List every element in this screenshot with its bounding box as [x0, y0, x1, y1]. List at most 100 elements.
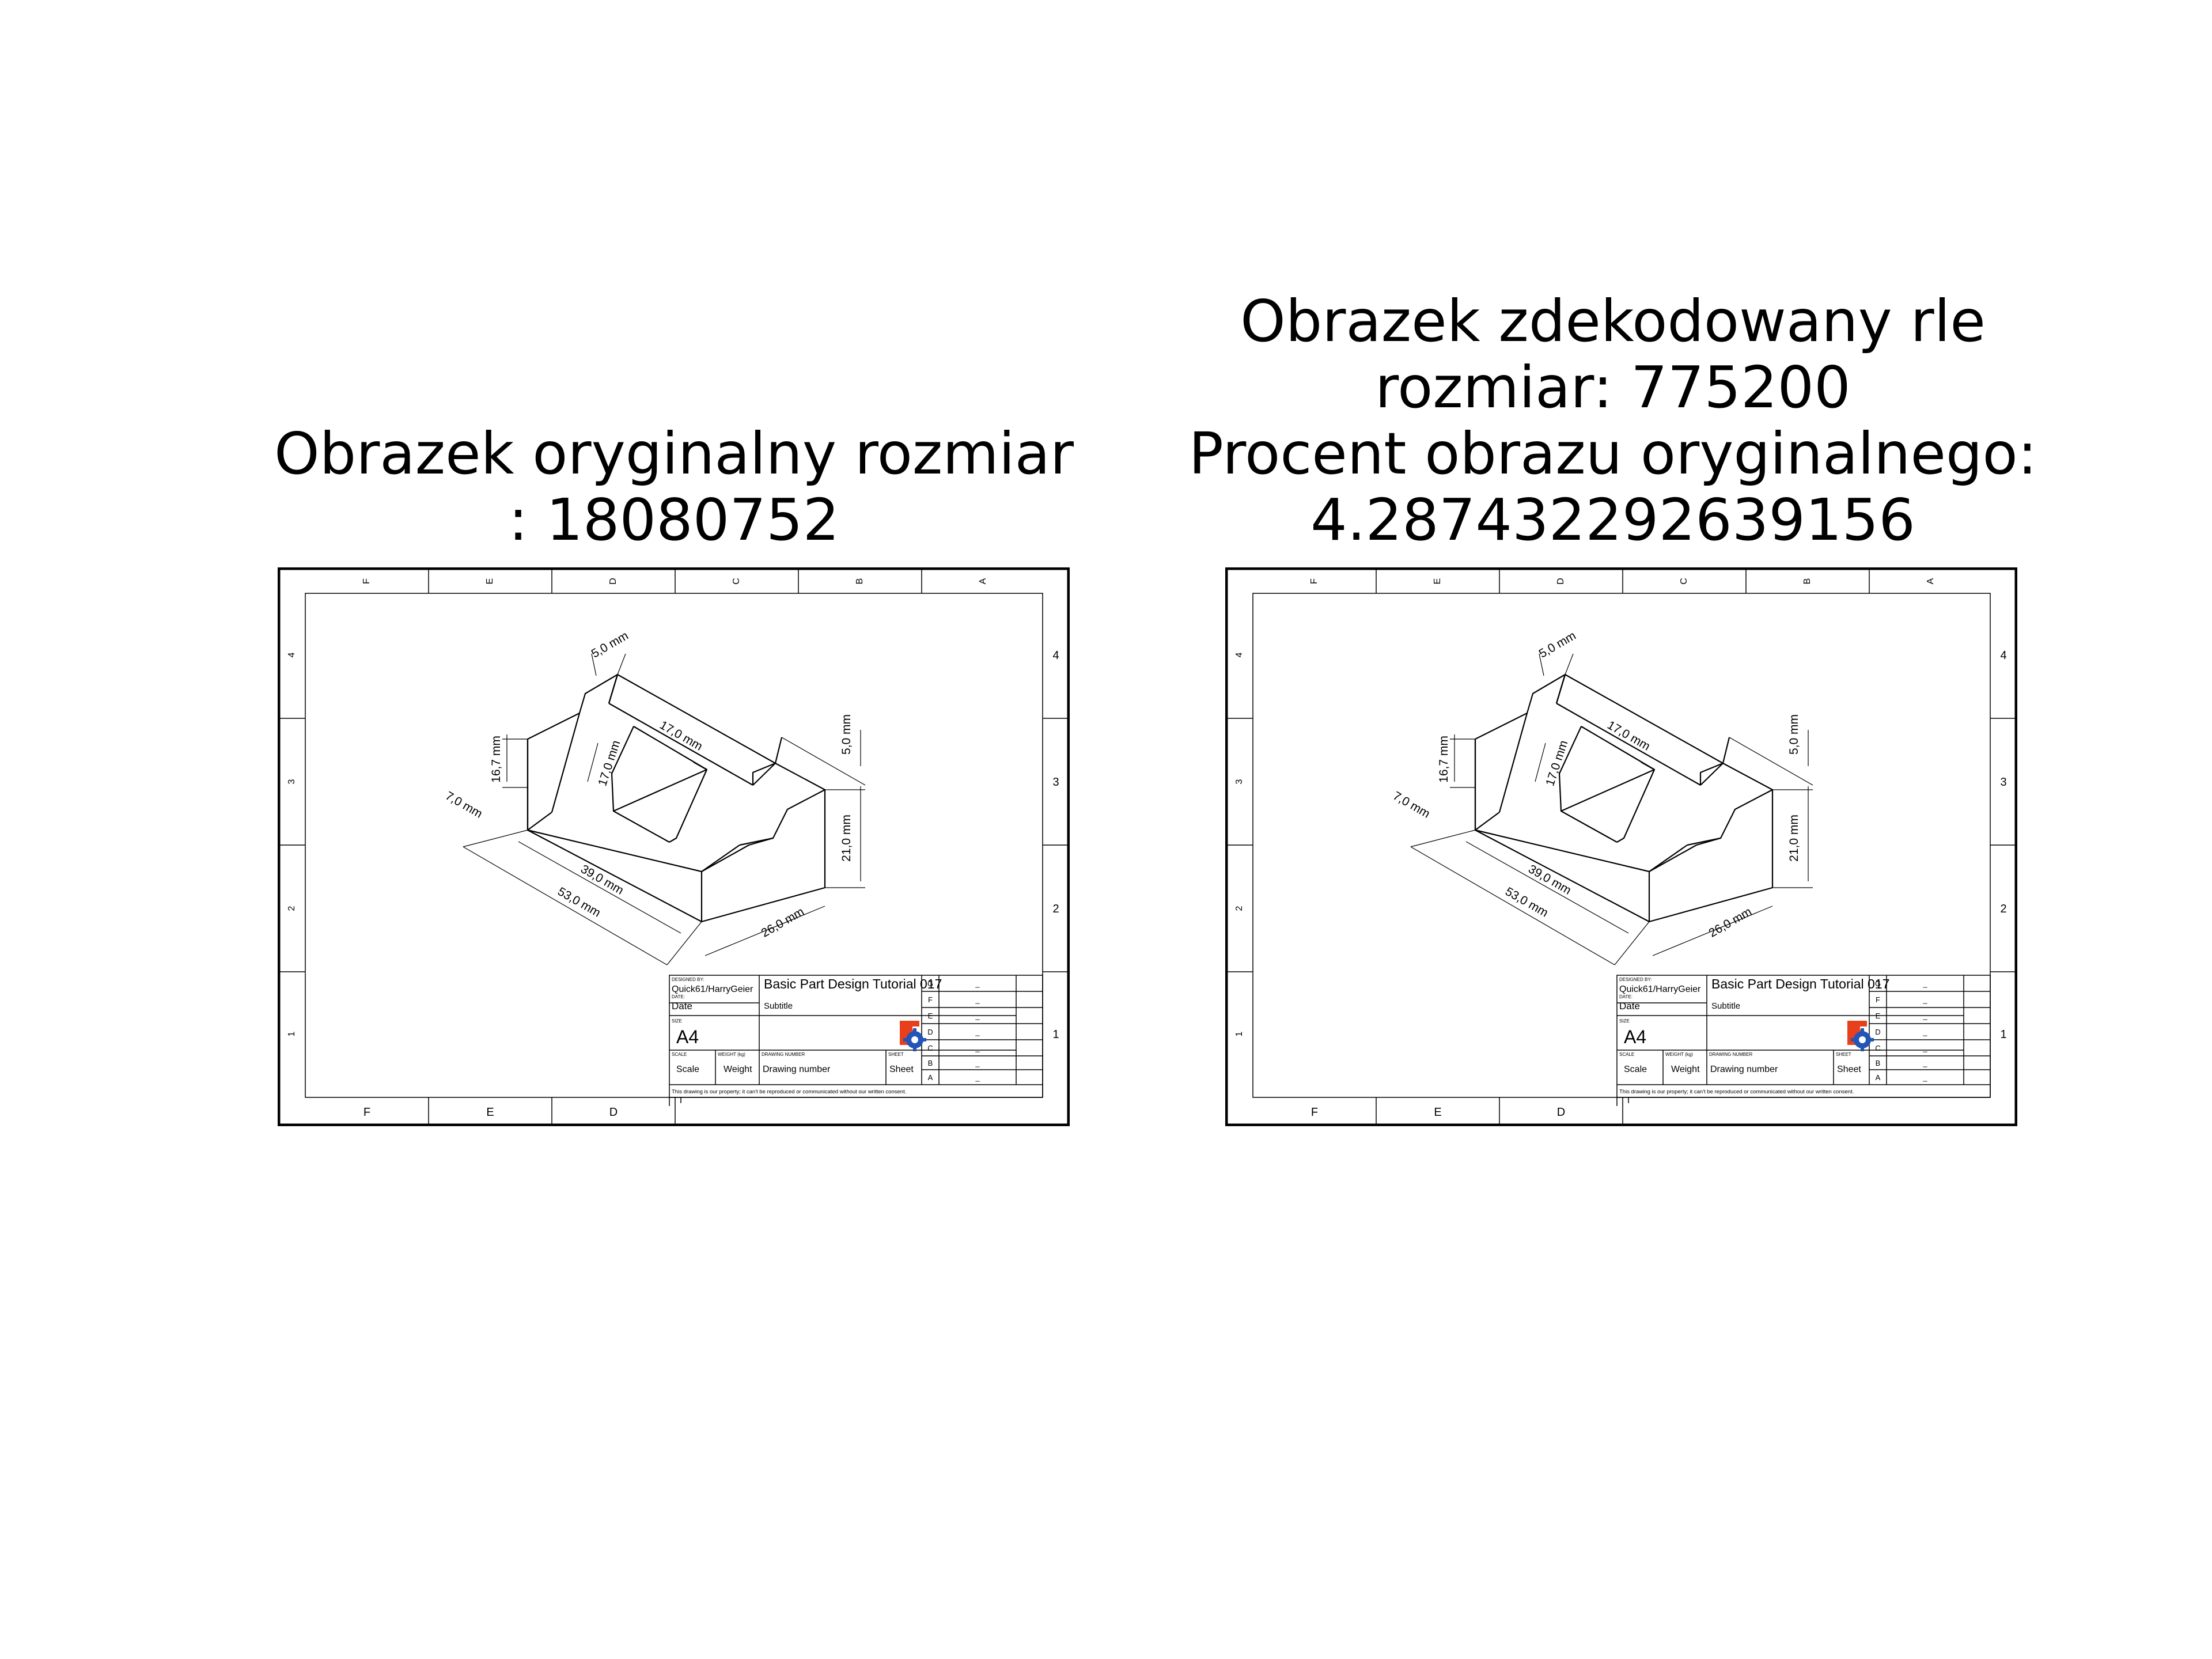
left-title-line-2: : 18080752	[508, 486, 840, 554]
right-title-line-1: Obrazek zdekodowany rle	[1240, 287, 1986, 355]
left-row-labels: 4 3 2 1	[1234, 652, 1244, 1036]
freecad-logo-icon	[900, 1021, 926, 1051]
col-label-f-bottom: F	[363, 1106, 370, 1119]
rev-mark-a: _	[975, 1073, 980, 1082]
size-label: SIZE	[672, 1018, 682, 1024]
right-title-line-2: rozmiar: 775200	[1375, 354, 1851, 421]
decoded-drawing-sheet: F E D C B A F E D 4 3 2 1 4 3 2 1	[1225, 567, 2017, 1126]
dim-21: 21,0 mm	[840, 815, 853, 862]
rev-letter-a: A	[928, 1073, 933, 1082]
drawing-number-value: Drawing number	[763, 1065, 831, 1074]
title-value: Basic Part Design Tutorial 017	[1711, 976, 1889, 991]
col-label-d-top: D	[608, 578, 618, 585]
original-drawing-sheet: F E D C B A F E D 4 3 2 1 4 3 2 1	[278, 567, 1070, 1126]
row-label-4-left: 4	[287, 652, 297, 657]
col-label-e-top: E	[1433, 578, 1442, 585]
rev-mark-f: _	[975, 995, 980, 1004]
col-label-a-top: A	[1926, 578, 1936, 584]
left-panel-title: Obrazek oryginalny rozmiar : 18080752	[242, 421, 1106, 553]
weight-label: WEIGHT (kg)	[718, 1052, 745, 1057]
row-label-3-left: 3	[287, 779, 297, 784]
subtitle-value: Subtitle	[1711, 1001, 1740, 1011]
top-column-labels: F E D C B A	[362, 578, 988, 585]
col-label-f-bottom: F	[1311, 1106, 1318, 1119]
designed-by-value: Quick61/HarryGeier	[1619, 984, 1701, 994]
outer-frame	[278, 567, 1070, 1126]
scale-value: Scale	[676, 1065, 699, 1074]
dim-5-right: 5,0 mm	[1787, 714, 1801, 755]
drawing-number-label: DRAWING NUMBER	[1709, 1052, 1752, 1057]
row-label-4-right: 4	[2000, 649, 2006, 662]
row-label-3-right: 3	[1052, 776, 1059, 789]
rev-letter-d: D	[927, 1028, 933, 1036]
rev-letter-g: G	[1875, 979, 1881, 988]
right-row-labels: 4 3 2 1	[1052, 649, 1059, 1041]
rev-mark-c: _	[975, 1044, 980, 1052]
scale-value: Scale	[1624, 1065, 1647, 1074]
row-label-2-right: 2	[2000, 903, 2006, 915]
date-label: DATE:	[1619, 994, 1633, 999]
col-label-b-top: B	[855, 578, 865, 585]
top-column-labels: F E D C B A	[1309, 578, 1936, 585]
outer-frame	[1225, 567, 2017, 1126]
size-value: A4	[676, 1027, 699, 1047]
subtitle-value: Subtitle	[764, 1001, 793, 1011]
sheet-value: Sheet	[1837, 1065, 1861, 1074]
dim-16-7: 16,7 mm	[1437, 736, 1450, 783]
title-block: DESIGNED BY: Quick61/HarryGeier DATE: Da…	[669, 975, 1043, 1106]
rev-letter-b: B	[928, 1059, 933, 1067]
col-label-b-top: B	[1802, 578, 1812, 585]
revision-marks: _ _ _ _ _ _ _	[1922, 979, 1927, 1082]
weight-value: Weight	[724, 1065, 752, 1074]
rev-mark-f: _	[1922, 995, 1927, 1004]
footer-note: This drawing is our property; it can't b…	[1619, 1089, 1854, 1095]
row-label-2-left: 2	[287, 906, 297, 911]
revision-marks: _ _ _ _ _ _ _	[975, 979, 980, 1082]
col-label-d-bottom: D	[609, 1106, 618, 1119]
zone-dividers	[279, 569, 1069, 1125]
dimension-lines	[1410, 653, 1813, 965]
left-row-labels: 4 3 2 1	[287, 652, 297, 1036]
row-label-1-left: 1	[287, 1031, 297, 1036]
sheet-label: SHEET	[1836, 1052, 1851, 1057]
size-value: A4	[1624, 1027, 1646, 1047]
row-label-1-left: 1	[1234, 1031, 1244, 1036]
dim-21: 21,0 mm	[1787, 815, 1801, 862]
revision-letters: G F E D C B A	[1875, 979, 1881, 1082]
rev-mark-g: _	[1922, 979, 1927, 988]
designed-by-label: DESIGNED BY:	[1619, 977, 1652, 982]
zone-dividers	[1226, 569, 2016, 1125]
weight-value: Weight	[1671, 1065, 1700, 1074]
rev-letter-b: B	[1876, 1059, 1881, 1067]
date-label: DATE:	[672, 994, 685, 999]
rev-letter-a: A	[1876, 1073, 1881, 1082]
date-value: Date	[672, 1001, 692, 1012]
col-label-e-bottom: E	[1434, 1106, 1441, 1119]
col-label-c-top: C	[1679, 578, 1689, 585]
rev-letter-d: D	[1875, 1028, 1880, 1036]
row-label-3-left: 3	[1234, 779, 1244, 784]
left-title-line-1: Obrazek oryginalny rozmiar	[274, 420, 1074, 487]
col-label-e-bottom: E	[486, 1106, 494, 1119]
drawing-number-value: Drawing number	[1710, 1065, 1778, 1074]
rev-letter-c: C	[927, 1044, 933, 1052]
rev-letter-c: C	[1875, 1044, 1880, 1052]
col-label-d-bottom: D	[1557, 1106, 1565, 1119]
right-title-line-3: Procent obrazu oryginalnego:	[1188, 420, 2037, 487]
rev-letter-e: E	[1876, 1012, 1881, 1020]
rev-letter-f: F	[1876, 995, 1880, 1004]
rev-mark-e: _	[1922, 1012, 1927, 1020]
row-label-3-right: 3	[2000, 776, 2006, 789]
sheet-label: SHEET	[888, 1052, 904, 1057]
col-label-d-top: D	[1556, 578, 1566, 585]
col-label-e-top: E	[485, 578, 495, 585]
row-label-1-right: 1	[1052, 1028, 1059, 1041]
title-value: Basic Part Design Tutorial 017	[764, 976, 942, 991]
freecad-logo-icon	[1847, 1021, 1874, 1051]
right-panel-title: Obrazek zdekodowany rle rozmiar: 775200 …	[1158, 288, 2068, 553]
rev-mark-e: _	[975, 1012, 980, 1020]
rev-letter-f: F	[928, 995, 933, 1004]
dim-5-right: 5,0 mm	[840, 714, 853, 755]
sheet-value: Sheet	[889, 1065, 914, 1074]
rev-mark-b: _	[975, 1059, 980, 1067]
